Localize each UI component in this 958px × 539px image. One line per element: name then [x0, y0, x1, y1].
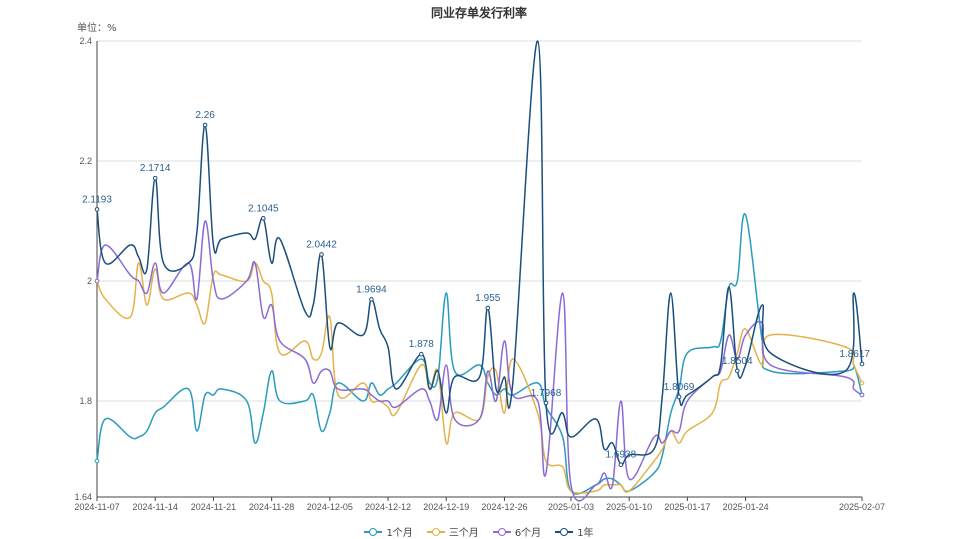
data-point: [261, 216, 266, 221]
data-point: [369, 297, 374, 302]
x-tick-label: 2024-12-26: [481, 502, 527, 512]
unit-label: 单位：%: [77, 23, 117, 34]
data-point: [319, 252, 324, 257]
x-tick-label: 2024-12-05: [307, 502, 353, 512]
data-point: [543, 400, 549, 406]
x-tick-label: 2024-11-07: [74, 502, 119, 512]
legend-swatch: [492, 527, 511, 537]
data-label: 2.1714: [140, 163, 171, 174]
series-line-4: [96, 40, 863, 466]
x-tick-label: 2025-01-17: [664, 502, 710, 512]
x-tick-label: 2025-01-24: [723, 502, 769, 512]
legend-swatch: [364, 527, 383, 537]
legend-item-2[interactable]: 三个月: [426, 524, 479, 539]
data-point: [859, 361, 865, 367]
data-label: 1.8069: [664, 382, 695, 393]
data-label: 1.955: [475, 293, 500, 304]
legend-label: 1年: [577, 528, 594, 539]
series-line-3: [96, 220, 863, 502]
series-line-2: [96, 262, 863, 494]
legend-item-4[interactable]: 1年: [555, 524, 594, 539]
y-tick-label: 1.64: [74, 492, 92, 502]
y-tick-label: 1.8: [79, 396, 92, 406]
legend-label: 三个月: [448, 528, 479, 539]
legend-swatch: [555, 527, 574, 537]
legend-item-1[interactable]: 1个月: [364, 524, 413, 539]
y-tick-label: 2.4: [79, 36, 92, 46]
data-point: [202, 122, 208, 128]
data-point: [676, 394, 682, 400]
legend: 1个月 三个月 6个月 1年: [0, 524, 958, 539]
data-point: [859, 392, 865, 398]
chart-title: 同业存单发行利率: [430, 6, 527, 20]
x-tick-label: 2024-11-14: [133, 502, 178, 512]
data-label: 2.0442: [306, 239, 337, 250]
data-label: 2.26: [195, 110, 215, 121]
legend-swatch: [426, 527, 445, 537]
data-label: 2.1045: [248, 203, 279, 214]
data-label: 1.9694: [356, 284, 387, 295]
x-tick-label: 2025-01-03: [548, 502, 594, 512]
legend-label: 6个月: [514, 528, 542, 539]
y-tick-label: 2.2: [79, 156, 92, 166]
y-tick-label: 2: [87, 276, 92, 286]
x-tick-label: 2024-12-19: [423, 502, 469, 512]
series-line-1: [96, 213, 863, 495]
data-point: [485, 305, 491, 311]
data-point: [734, 368, 740, 374]
data-label: 1.8617: [839, 349, 870, 360]
data-label: 1.6938: [606, 450, 637, 461]
data-label: 2.1193: [82, 194, 112, 205]
data-point: [859, 380, 865, 386]
data-point: [94, 458, 100, 464]
data-label: 1.878: [409, 339, 434, 350]
x-tick-label: 2024-11-21: [191, 502, 236, 512]
data-point: [94, 278, 100, 284]
data-point: [152, 175, 158, 181]
data-point: [618, 462, 624, 468]
data-label: 1.7968: [531, 388, 562, 399]
x-tick-label: 2025-01-10: [606, 502, 652, 512]
x-tick-label: 2025-02-07: [839, 502, 885, 512]
data-label: 1.8504: [722, 356, 753, 367]
x-tick-label: 2024-12-12: [365, 502, 411, 512]
data-point: [418, 351, 424, 357]
x-tick-label: 2024-11-28: [249, 502, 294, 512]
legend-label: 1个月: [386, 528, 413, 539]
data-point: [94, 207, 100, 212]
legend-item-3[interactable]: 6个月: [492, 524, 542, 539]
